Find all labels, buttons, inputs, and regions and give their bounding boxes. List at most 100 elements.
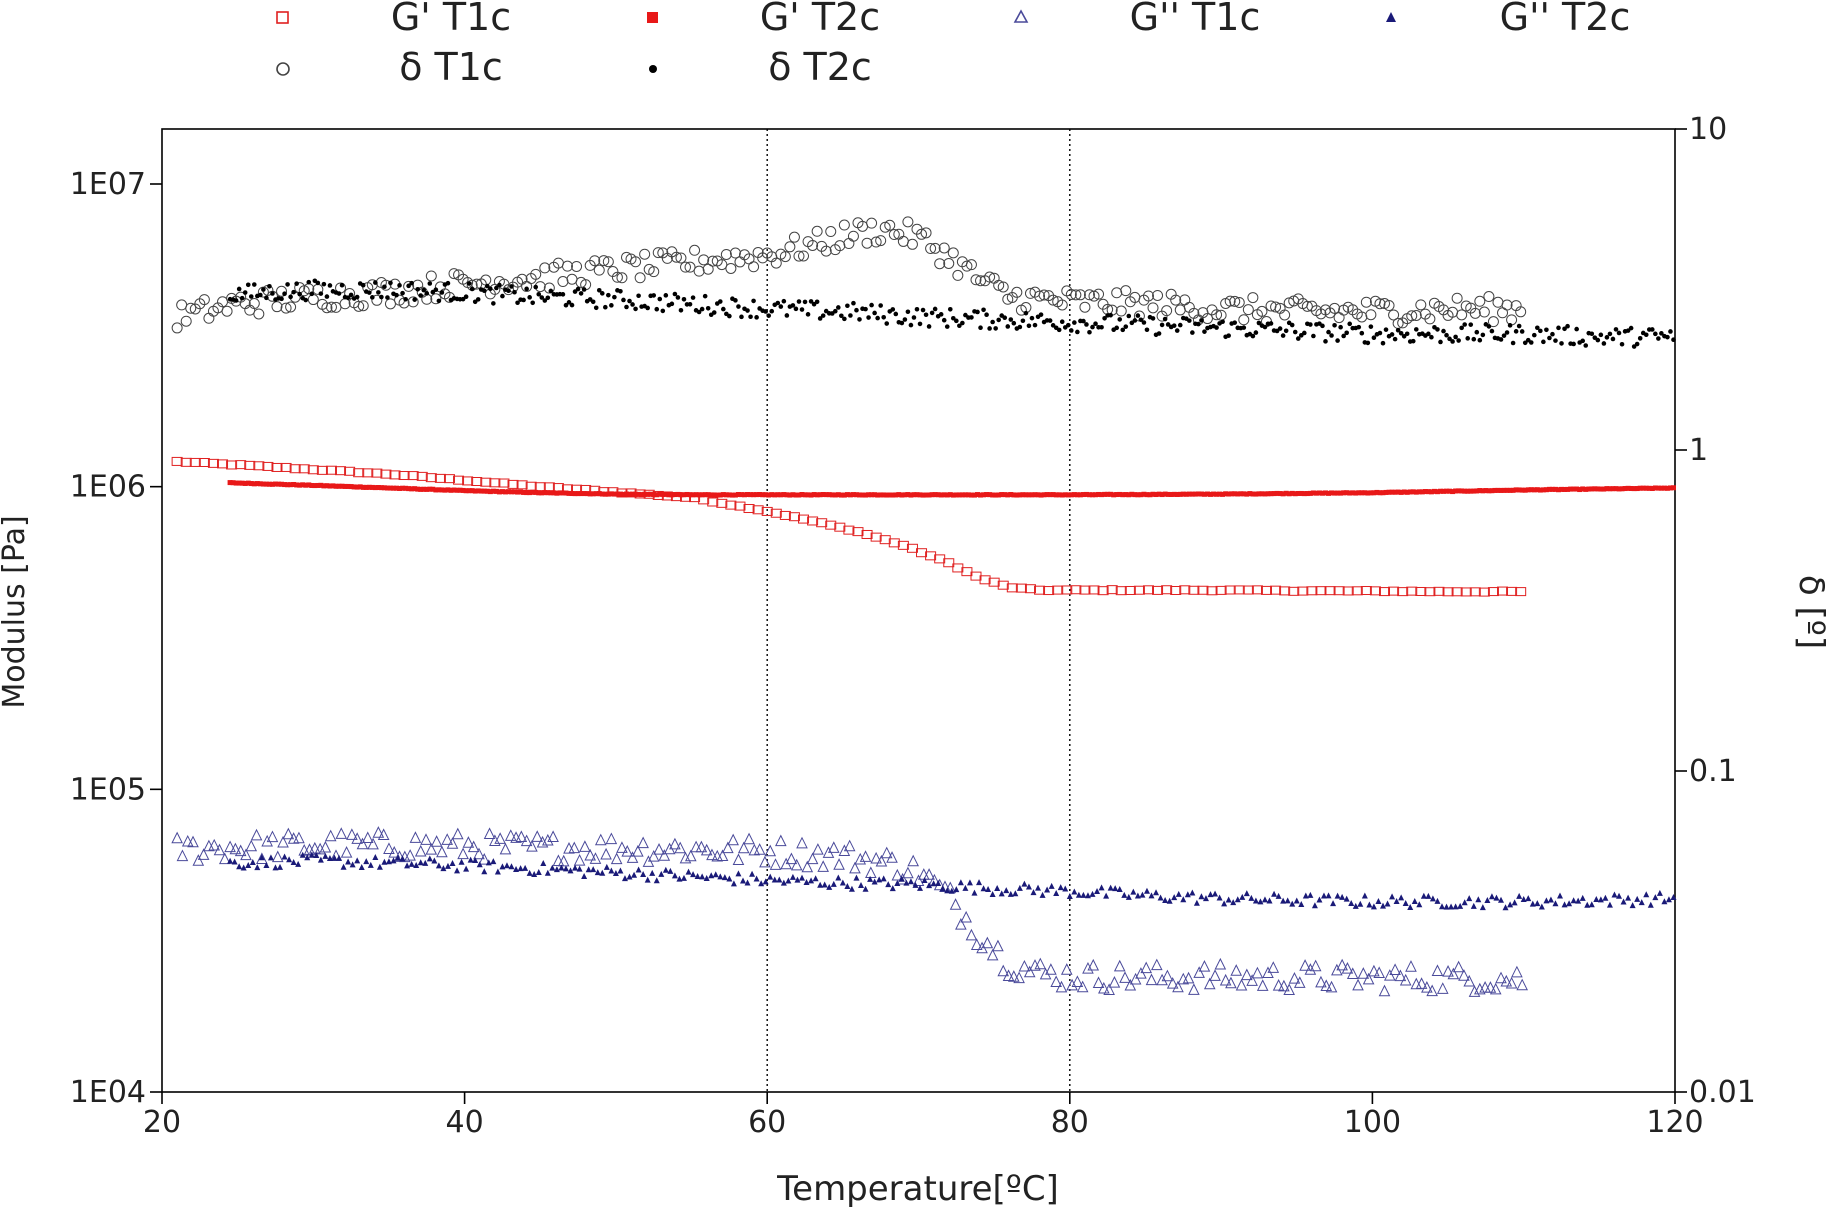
data-point-delta_t2c (1126, 313, 1132, 319)
data-point-delta_t2c (954, 318, 959, 324)
data-point-gpp_t2c (1588, 901, 1595, 908)
data-point-delta_t2c (1032, 322, 1038, 328)
data-point-delta_t2c (1392, 336, 1398, 342)
data-point-delta_t1c (807, 239, 819, 251)
data-point-delta_t1c (602, 256, 614, 268)
data-point-gpp_t2c (1339, 893, 1346, 900)
data-point-gpp_t1c (1436, 982, 1449, 994)
data-point-delta_t2c (1008, 317, 1014, 322)
data-point-gpp_t2c (322, 852, 329, 859)
data-point-gp_t2c (608, 491, 614, 497)
data-point-gp_t1c (416, 471, 428, 481)
data-point-gpp_t1c (377, 828, 390, 840)
data-point-gp_t2c (412, 486, 418, 492)
data-point-delta_t2c (245, 282, 251, 288)
data-point-gp_t2c (1274, 490, 1280, 496)
series-delta_t2c (227, 278, 1676, 349)
data-point-gpp_t1c (1008, 970, 1020, 982)
data-point-gp_t2c (1301, 491, 1307, 497)
data-point-gp_t2c (953, 492, 959, 498)
data-point-delta_t2c (842, 316, 847, 322)
data-point-delta_t2c (669, 301, 675, 307)
data-point-gpp_t1c (912, 874, 925, 887)
data-point-gp_t2c (1280, 491, 1286, 497)
data-point-gp_t2c (1428, 489, 1434, 495)
data-point-gpp_t1c (324, 829, 337, 842)
data-point-delta_t2c (1471, 336, 1477, 342)
data-point-gp_t2c (1056, 492, 1062, 498)
data-point-gp_t2c (260, 481, 266, 487)
data-point-delta_t2c (484, 283, 490, 289)
data-point-delta_t2c (733, 298, 738, 303)
data-point-gpp_t2c (376, 863, 383, 870)
data-point-gpp_t2c (985, 885, 992, 892)
data-point-gp_t2c (1322, 490, 1328, 496)
data-point-gpp_t2c (1125, 893, 1132, 900)
data-point-delta_t2c (1280, 333, 1286, 338)
data-point-gpp_t2c (767, 873, 774, 880)
data-point-gp_t1c (489, 478, 501, 488)
data-point-gp_t1c (389, 470, 401, 480)
data-point-delta_t1c (1161, 305, 1173, 317)
data-point-gpp_t1c (346, 828, 358, 840)
data-point-gpp_t2c (1511, 899, 1518, 906)
data-point-gp_t2c (297, 482, 303, 488)
data-point-gpp_t2c (494, 868, 501, 875)
data-point-gp_t2c (581, 491, 587, 497)
data-point-delta_t2c (769, 308, 775, 314)
data-point-gp_t2c (381, 485, 387, 491)
data-point-gpp_t1c (542, 833, 554, 846)
y-left-tick-label: 1E07 (70, 167, 146, 202)
legend-item-gpp-t2c: G'' T2c (1386, 0, 1630, 39)
data-point-gp_t2c (1096, 491, 1102, 497)
data-point-gp_t2c (1050, 492, 1056, 498)
data-point-delta_t2c (1659, 331, 1664, 336)
data-point-delta_t1c (1152, 289, 1164, 301)
data-point-gpp_t2c (1361, 892, 1368, 899)
data-point-delta_t1c (929, 242, 941, 254)
data-point-gpp_t1c (690, 840, 702, 853)
data-point-gpp_t2c (1293, 897, 1300, 904)
data-point-gp_t1c (1270, 585, 1282, 595)
data-point-gp_t2c (981, 492, 987, 498)
data-point-delta_t2c (406, 283, 411, 289)
data-point-gp_t2c (454, 487, 460, 493)
data-point-gp_t2c (1002, 492, 1008, 498)
data-point-gp_t2c (962, 492, 968, 498)
data-point-gp_t2c (1459, 488, 1465, 494)
data-point-delta_t1c (384, 298, 396, 310)
data-point-gp_t2c (1138, 492, 1144, 498)
data-point-delta_t2c (379, 294, 384, 300)
data-point-delta_t1c (1365, 309, 1377, 321)
data-point-gp_t1c (1397, 587, 1409, 597)
data-point-gp_t2c (860, 492, 866, 498)
data-point-delta_t2c (536, 291, 542, 297)
data-point-delta_t1c (380, 279, 392, 291)
data-point-delta_t2c (681, 296, 687, 302)
data-point-delta_t1c (557, 276, 569, 288)
data-point-gpp_t2c (1103, 892, 1110, 899)
data-point-gpp_t1c (568, 841, 581, 854)
data-point-delta_t2c (1653, 331, 1658, 337)
data-point-gpp_t2c (354, 857, 361, 864)
data-point-gp_t1c (1279, 586, 1291, 596)
data-point-delta_t2c (1174, 328, 1180, 333)
data-point-gp_t2c (1625, 485, 1631, 491)
series-layer (171, 216, 1677, 997)
data-point-delta_t2c (1613, 327, 1619, 332)
data-point-gp_t2c (1310, 490, 1316, 496)
data-point-gp_t2c (987, 492, 993, 498)
data-point-gpp_t1c (409, 831, 422, 843)
data-point-gp_t1c (171, 456, 183, 466)
data-point-gp_t2c (823, 492, 829, 498)
x-tick-label: 60 (748, 1105, 786, 1140)
data-point-delta_t2c (258, 292, 263, 298)
data-point-gp_t2c (726, 492, 732, 498)
data-point-gpp_t2c (998, 890, 1005, 897)
data-point-delta_t2c (578, 291, 584, 296)
data-point-gp_t1c (988, 577, 1000, 587)
data-point-delta_t2c (596, 287, 602, 293)
data-point-gp_t2c (814, 492, 820, 498)
data-point-gp_t2c (681, 492, 687, 498)
